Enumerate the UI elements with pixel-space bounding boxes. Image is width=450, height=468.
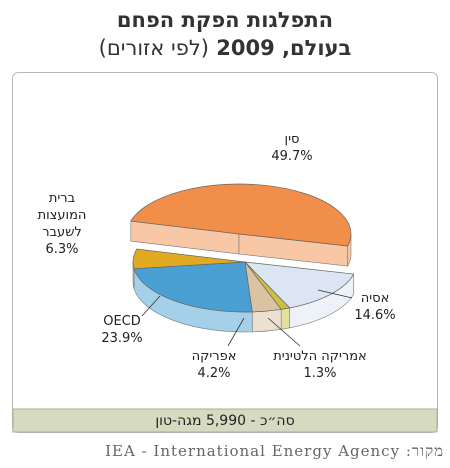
slice-label: OECD 23.9% [101,313,142,347]
slice-side [280,307,290,330]
slice [244,261,355,309]
leader-line [317,289,353,299]
source: מקור: IEA - International Energy Agency [105,442,444,460]
slice-label: אסיה 14.6% [354,290,395,324]
leader-line [267,317,301,347]
category-label: אמריקה הלטינית [273,349,367,364]
leader-line [141,295,161,317]
chart-title: התפלגות הפקת הפחם [116,8,334,32]
slice [130,183,352,247]
value-label: 6.3% [45,242,79,257]
category-label: אסיה [360,291,390,306]
slice-label: אמריקה הלטינית 1.3% [273,348,367,382]
chart-title-line: בעולם, 2009 (לפי אזורים) [0,36,450,60]
slice-label: ברית המועצות לשעבר 6.3% [27,190,97,258]
value-label: 49.7% [271,149,313,164]
chart-subtitle: (לפי אזורים) [98,36,209,60]
value-label: 1.3% [303,366,337,381]
slice [133,261,253,313]
total-note: סה״כ - 5,990 מגה-טון [155,413,295,429]
category-label: אפריקה [191,349,237,364]
value-label: 14.6% [354,308,396,323]
category-label: סין [284,132,300,147]
slice [132,248,246,270]
value-label: 4.2% [197,366,231,381]
slice-label: אפריקה 4.2% [192,348,237,382]
total-band [12,408,438,433]
chart-title-line2: בעולם, 2009 [216,36,352,60]
category-label: OECD [103,314,141,329]
leader-line [227,317,245,347]
slice-side [251,308,282,333]
slice-label: סין 49.7% [271,131,312,165]
category-label: ברית המועצות לשעבר [37,191,87,240]
value-label: 23.9% [101,331,143,346]
